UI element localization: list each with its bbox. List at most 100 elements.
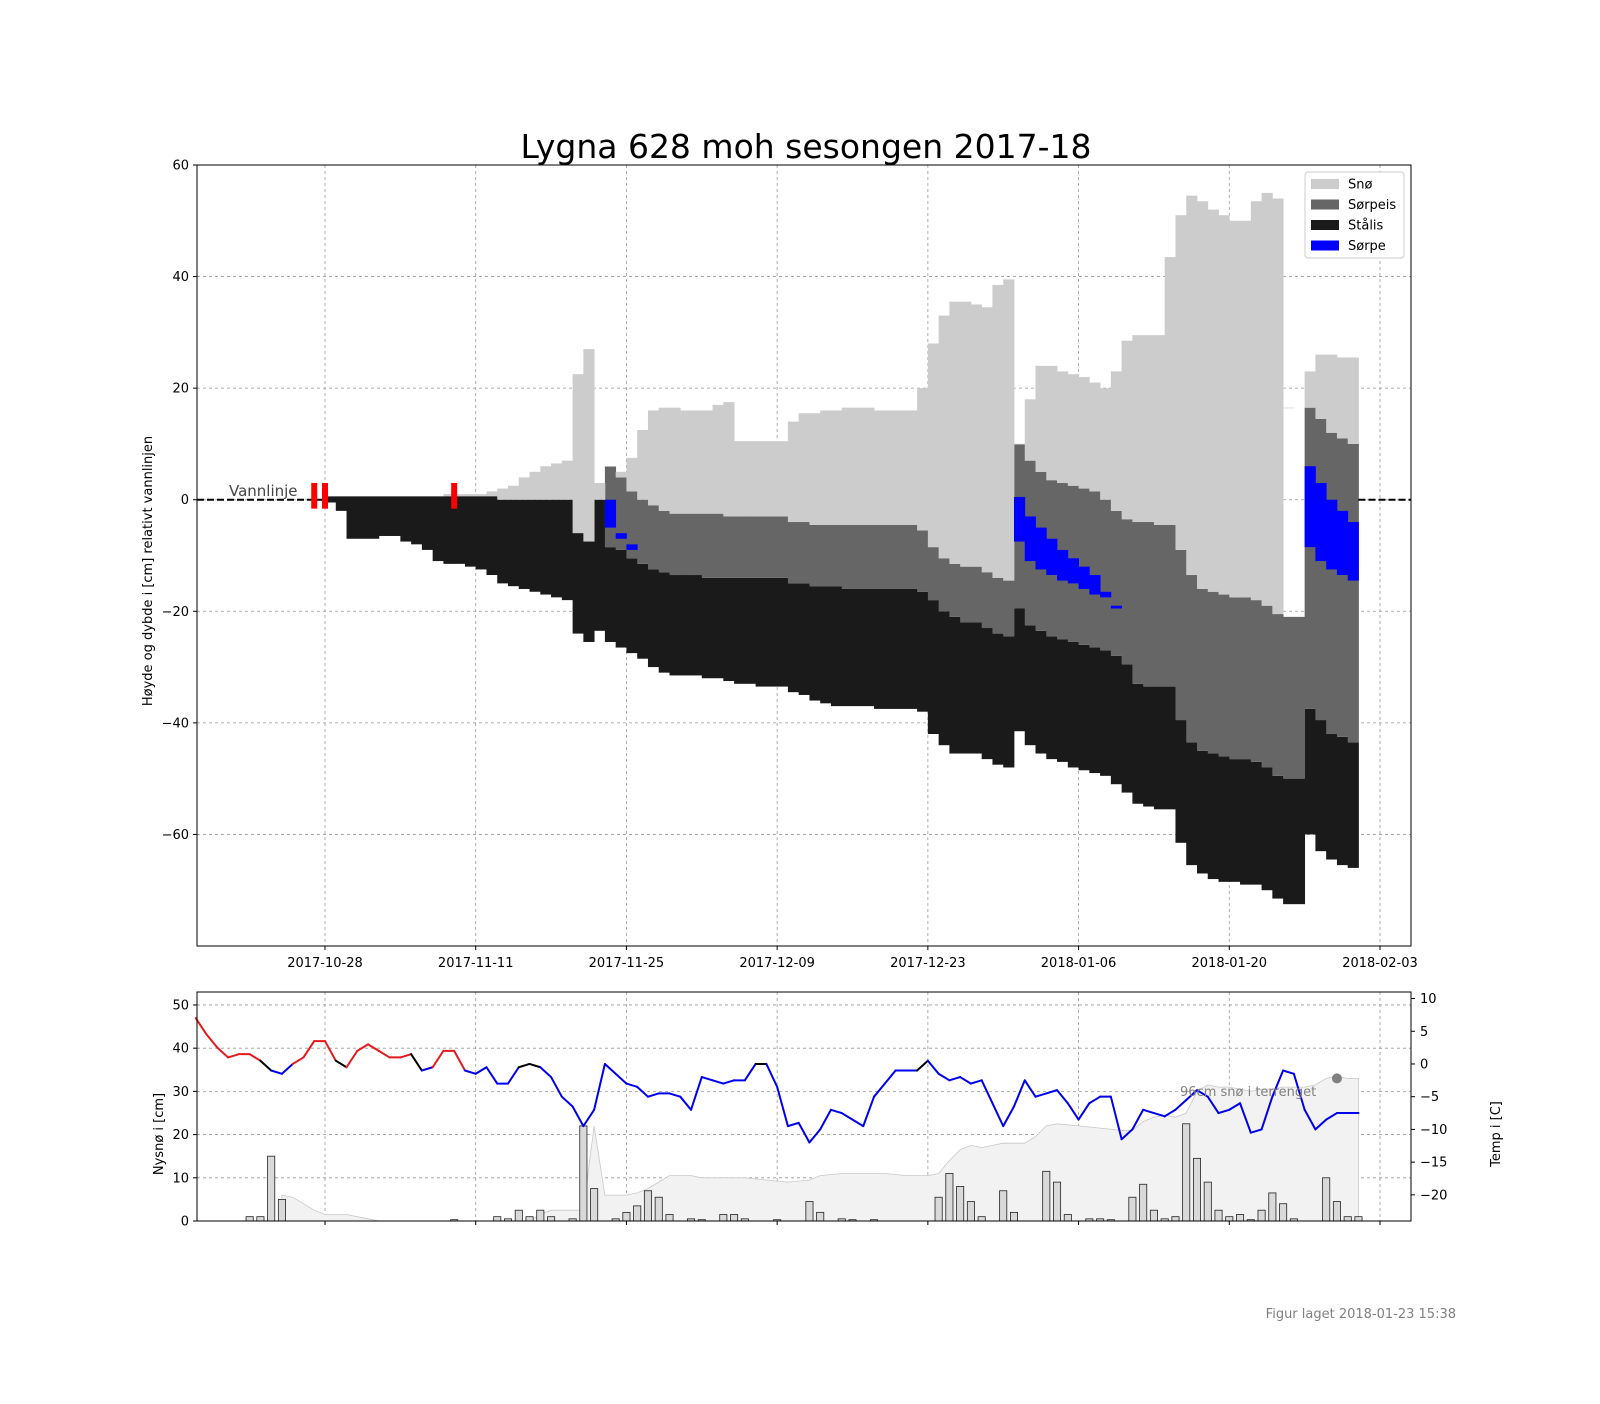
- sorpeis-bar: [852, 524, 864, 589]
- temperature-segment: [248, 1053, 262, 1062]
- sno-bar: [798, 413, 810, 523]
- sno-bar: [1132, 335, 1144, 523]
- stalis-bar: [637, 563, 649, 659]
- main-overlay: Vannlinje: [197, 482, 1411, 509]
- stalis-bar: [432, 499, 444, 562]
- temperature-segment: [743, 1062, 757, 1082]
- stalis-bar: [1132, 683, 1144, 804]
- sorpeis-bar: [820, 524, 832, 587]
- stalis-bar: [626, 558, 638, 654]
- new-snow-bar: [1203, 1181, 1212, 1222]
- stalis-bar: [927, 600, 940, 735]
- bottom-y2-tick-label: 5: [1420, 1025, 1428, 1040]
- sno-bar: [508, 485, 520, 500]
- new-snow-bar: [1257, 1209, 1266, 1222]
- stalis-bar: [917, 591, 929, 712]
- temperature-segment: [1174, 1098, 1188, 1111]
- new-snow-bar: [654, 1196, 663, 1222]
- stalis-bar: [486, 499, 498, 576]
- sorpeis-bar: [1336, 438, 1349, 737]
- sorpeis-bar: [626, 491, 638, 559]
- temperature-segment: [550, 1076, 563, 1098]
- stalis-bar: [1347, 742, 1359, 868]
- temperature-segment: [765, 1062, 779, 1088]
- stalis-bar: [325, 499, 337, 503]
- new-snow-bar: [536, 1209, 545, 1222]
- main-frame: [196, 164, 1412, 947]
- sorpeis-bar: [1261, 605, 1273, 768]
- sno-bar: [626, 457, 638, 492]
- sorpeis-bar: [1207, 591, 1219, 754]
- legend-label: Sørpe: [1348, 239, 1386, 254]
- temperature-segment: [819, 1108, 832, 1131]
- sno-bar: [841, 407, 853, 525]
- sno-bar: [540, 466, 552, 500]
- sno-bar: [744, 441, 757, 517]
- stalis-bar: [1196, 750, 1209, 874]
- sno-bar: [906, 410, 918, 525]
- sorpeis-bar: [669, 513, 681, 576]
- new-snow-bar: [277, 1198, 286, 1222]
- stalis-bar: [1240, 759, 1252, 885]
- temperature-segment: [1056, 1089, 1069, 1105]
- temperature-segment: [991, 1102, 1005, 1128]
- temperature-segment: [646, 1092, 660, 1098]
- stalis-bar: [938, 611, 950, 746]
- temperature-segment: [1131, 1108, 1145, 1131]
- temperature-segment: [367, 1043, 380, 1052]
- stalis-bar: [475, 499, 487, 570]
- sorpeis-bar: [917, 530, 929, 592]
- stalis-bar: [529, 499, 541, 592]
- sorpeis-bar: [1100, 499, 1112, 651]
- new-snow-bar: [267, 1155, 276, 1222]
- sno-bar: [1240, 220, 1252, 598]
- temperature-segment: [614, 1072, 628, 1085]
- sno-bar: [992, 284, 1004, 578]
- main-x-tick-label: 2017-11-25: [589, 956, 665, 971]
- new-snow-bar: [579, 1125, 588, 1222]
- stalis-bar: [712, 577, 724, 679]
- new-snow-bar: [622, 1211, 631, 1222]
- chart-title: Lygna 628 moh sesongen 2017-18: [520, 127, 1091, 166]
- sno-bar: [981, 307, 993, 573]
- temperature-segment: [1034, 1092, 1048, 1098]
- temperature-segment: [463, 1069, 477, 1075]
- sno-bar: [1121, 340, 1133, 520]
- temperature-segment: [270, 1069, 283, 1075]
- sno-bar: [1078, 376, 1090, 489]
- sorpeis-bar: [777, 516, 789, 578]
- sorpeis-bar: [1143, 522, 1155, 687]
- sorpe-bar: [1013, 496, 1026, 542]
- new-snow-bar: [1236, 1214, 1245, 1222]
- stalis-bar: [1207, 753, 1219, 880]
- sorpeis-bar: [647, 505, 660, 570]
- temperature-segment: [1314, 1118, 1328, 1131]
- sno-bar: [1024, 399, 1036, 461]
- sorpeis-bar: [1078, 488, 1090, 645]
- new-snow-bar: [730, 1214, 739, 1222]
- stalis-bar: [583, 499, 595, 642]
- sno-bar: [572, 374, 584, 534]
- temperature-segment: [1002, 1105, 1015, 1128]
- sorpe-bar: [1304, 466, 1316, 548]
- temperature-segment: [1325, 1112, 1338, 1121]
- new-snow-bar: [999, 1190, 1008, 1222]
- temperature-segment: [603, 1062, 617, 1075]
- temperature-segment: [539, 1066, 553, 1079]
- temperature-segment: [1185, 1089, 1198, 1101]
- temperature-segment: [474, 1066, 488, 1075]
- sno-bar: [1110, 371, 1123, 511]
- bottom-y-axis-label: Nysnø i [cm]: [152, 1093, 167, 1175]
- sorpeis-bar: [637, 499, 649, 564]
- main-y-tick-label: 0: [181, 493, 189, 508]
- temperature-segment: [625, 1082, 639, 1088]
- new-snow-bar: [1354, 1216, 1363, 1222]
- stalis-bar: [1024, 625, 1036, 746]
- sno-bar: [1250, 201, 1262, 601]
- stalis-bar: [540, 499, 552, 595]
- stalis-bar: [400, 499, 412, 542]
- sno-bar: [583, 349, 595, 542]
- stalis-bar: [421, 499, 434, 550]
- stalis-bar: [884, 588, 896, 709]
